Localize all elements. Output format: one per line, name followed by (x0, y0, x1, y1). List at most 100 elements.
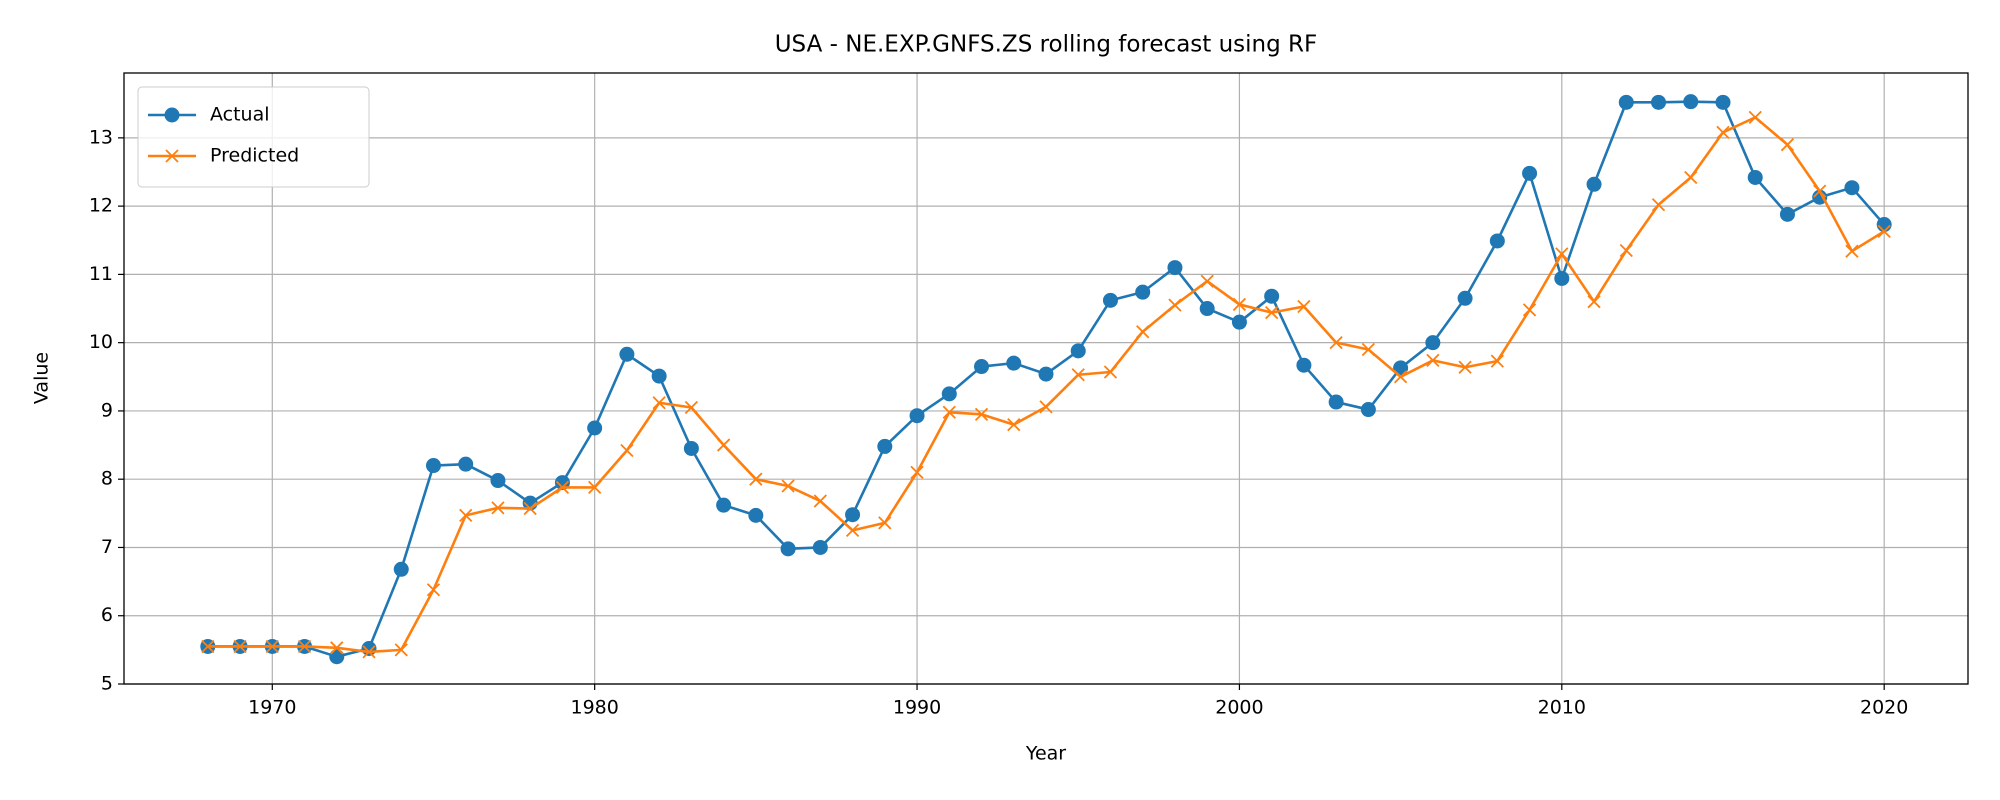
marker (490, 473, 506, 489)
marker (684, 400, 699, 415)
x-tick-label: 2020 (1860, 697, 1908, 719)
marker (1231, 314, 1247, 330)
legend-label: Actual (210, 104, 270, 126)
marker (1845, 244, 1859, 258)
marker (652, 396, 666, 410)
marker (910, 465, 924, 480)
marker (1135, 284, 1151, 300)
legend-marker (165, 149, 179, 163)
marker (1844, 180, 1860, 196)
marker (619, 346, 635, 362)
marker (812, 539, 828, 555)
marker (1618, 94, 1634, 110)
marker (1297, 299, 1311, 314)
marker (651, 368, 667, 384)
marker (1812, 189, 1828, 205)
marker (1458, 360, 1472, 374)
marker (1490, 354, 1504, 368)
marker (845, 507, 861, 523)
marker (1684, 170, 1698, 185)
marker (362, 645, 376, 659)
marker (1265, 305, 1279, 320)
marker (1554, 270, 1570, 286)
marker (233, 639, 247, 654)
legend: Actual Predicted (137, 86, 370, 188)
marker (1877, 224, 1891, 239)
marker (1747, 169, 1763, 185)
marker (974, 407, 989, 421)
marker (1167, 260, 1183, 276)
y-tick-label: 10 (89, 331, 113, 353)
marker (1070, 343, 1086, 359)
marker (1296, 357, 1312, 373)
marker (877, 438, 893, 454)
marker (1876, 217, 1892, 233)
y-tick-label: 13 (89, 126, 113, 148)
marker (1716, 125, 1730, 140)
marker (425, 458, 441, 474)
x-tick-label: 1980 (570, 697, 618, 719)
marker (1007, 417, 1021, 432)
marker (1425, 335, 1441, 351)
marker (393, 561, 409, 577)
y-tick-label: 11 (89, 263, 113, 285)
marker (458, 456, 474, 472)
marker (909, 408, 925, 424)
y-tick-label: 8 (101, 468, 113, 490)
marker (1683, 94, 1699, 110)
marker (1136, 325, 1150, 339)
marker (523, 501, 537, 516)
marker (555, 480, 570, 495)
marker (1360, 402, 1376, 418)
x-tick-label: 2000 (1215, 697, 1263, 719)
marker (1522, 303, 1537, 317)
marker (1393, 360, 1409, 376)
marker (1264, 288, 1280, 304)
marker (716, 497, 732, 513)
marker (1748, 110, 1762, 125)
marker (1038, 366, 1054, 382)
y-tick-label: 6 (101, 604, 113, 626)
marker (1779, 206, 1795, 222)
chart-title: USA - NE.EXP.GNFS.ZS rolling forecast us… (775, 32, 1318, 58)
marker (1426, 353, 1440, 368)
marker (749, 472, 763, 486)
marker (1039, 400, 1053, 414)
marker (265, 639, 279, 654)
x-axis-label: Year (1025, 743, 1066, 765)
marker (1199, 301, 1215, 317)
marker (1555, 247, 1569, 261)
marker (878, 516, 892, 530)
y-tick-label: 7 (101, 536, 113, 558)
marker (780, 541, 796, 557)
marker (1651, 198, 1666, 212)
y-tick-label: 5 (101, 673, 113, 695)
y-tick-label: 9 (101, 399, 113, 421)
marker (1651, 94, 1667, 110)
marker (748, 507, 764, 523)
marker (1103, 365, 1118, 379)
marker (491, 501, 505, 515)
marker (394, 643, 408, 657)
marker (1586, 176, 1602, 192)
marker (941, 386, 957, 402)
marker (813, 494, 827, 508)
marker (1200, 274, 1214, 288)
marker (1619, 243, 1633, 258)
y-tick-label: 12 (89, 195, 113, 217)
marker (297, 639, 312, 654)
marker (459, 508, 473, 523)
marker (426, 583, 441, 597)
marker (1587, 295, 1601, 309)
marker (361, 641, 377, 657)
marker (330, 641, 344, 655)
marker (1006, 355, 1022, 371)
plot-frame (123, 72, 1969, 685)
marker (1457, 290, 1473, 306)
legend-box (137, 86, 370, 188)
marker (1780, 138, 1795, 152)
marker (716, 438, 731, 452)
marker (201, 639, 215, 654)
x-tick-label: 2010 (1538, 697, 1586, 719)
marker (588, 480, 602, 495)
